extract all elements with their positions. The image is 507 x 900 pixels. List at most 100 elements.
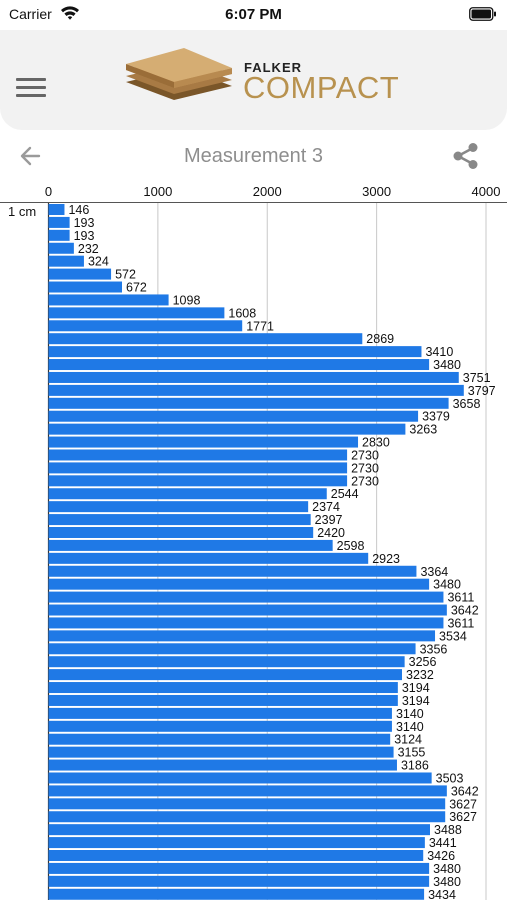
bar-value-label: 3356 (420, 642, 448, 656)
bar (48, 850, 424, 861)
bar (48, 617, 444, 629)
bar-value-label: 3379 (422, 410, 450, 424)
bar (48, 694, 398, 706)
page-title: Measurement 3 (184, 145, 323, 167)
bar-value-label: 3194 (402, 694, 430, 708)
x-tick-label: 2000 (253, 184, 282, 199)
bar-value-label: 3232 (406, 668, 434, 682)
bar-value-label: 324 (88, 255, 109, 269)
bar (48, 837, 425, 849)
bar (48, 759, 397, 771)
bar (48, 320, 243, 332)
bar (48, 514, 311, 526)
app-header: FALKER COMPACT (0, 30, 507, 130)
x-tick-label: 1000 (143, 184, 172, 199)
bar (48, 785, 447, 797)
bar (48, 333, 363, 345)
bar-value-label: 2730 (351, 461, 379, 475)
bar (48, 475, 348, 487)
navigation-bar: Measurement 3 (0, 133, 507, 179)
bar-value-label: 3263 (409, 423, 437, 437)
bar-value-label: 1608 (228, 306, 256, 320)
bar-value-label: 3441 (429, 836, 457, 850)
bar (48, 578, 430, 590)
bar (48, 501, 309, 513)
bar-value-label: 3642 (451, 784, 479, 798)
bar (48, 552, 369, 564)
bar (48, 539, 333, 551)
wifi-icon (61, 6, 79, 20)
bar (48, 204, 65, 215)
x-tick-label: 4000 (472, 184, 501, 199)
clock: 6:07 PM (225, 6, 282, 23)
bar-value-label: 146 (68, 203, 89, 217)
bar (48, 423, 406, 435)
bar (48, 720, 392, 732)
carrier-label: Carrier (9, 6, 52, 22)
bar (48, 346, 422, 358)
bar-value-label: 193 (74, 216, 95, 230)
bar (48, 229, 70, 241)
bar-value-label: 3488 (434, 823, 462, 837)
bar (48, 488, 327, 500)
bar (48, 772, 432, 784)
hamburger-menu-icon[interactable] (16, 75, 46, 99)
share-icon[interactable] (451, 141, 481, 171)
bar-value-label: 3256 (409, 655, 437, 669)
bar-value-label: 3480 (433, 862, 461, 876)
arrow-left-icon[interactable] (16, 141, 46, 171)
bar (48, 268, 112, 280)
bar-value-label: 3186 (401, 759, 429, 773)
bar-value-label: 3140 (396, 720, 424, 734)
bar-value-label: 232 (78, 242, 99, 256)
bar (48, 888, 425, 900)
bar (48, 669, 402, 681)
bar (48, 862, 430, 874)
bar (48, 527, 314, 538)
bar-value-label: 2397 (315, 513, 343, 527)
bar (48, 630, 436, 642)
bar-value-label: 3751 (463, 371, 491, 385)
bar-value-label: 3658 (453, 397, 481, 411)
bar (48, 707, 392, 719)
bar-value-label: 193 (74, 229, 95, 243)
bar-value-label: 2374 (312, 500, 340, 514)
bar-value-label: 3426 (427, 849, 455, 863)
bar-value-label: 2730 (351, 474, 379, 488)
bar-value-label: 3364 (420, 565, 448, 579)
bar-value-label: 2923 (372, 552, 400, 566)
bar-value-label: 3140 (396, 707, 424, 721)
brand-top-label: FALKER (244, 60, 302, 75)
y-row-label: 1 cm (8, 204, 36, 219)
bar (48, 216, 70, 228)
bar (48, 410, 419, 422)
bar (48, 359, 430, 371)
bar-value-label: 3480 (433, 358, 461, 372)
bar (48, 811, 446, 823)
bar-value-label: 3480 (433, 875, 461, 889)
bar (48, 875, 430, 887)
bar (48, 746, 394, 758)
bar-value-label: 3534 (439, 629, 467, 643)
bar-value-label: 1098 (173, 293, 201, 307)
bar-value-label: 2730 (351, 448, 379, 462)
bar-value-label: 2598 (337, 539, 365, 553)
bar (48, 255, 84, 267)
bar (48, 294, 169, 306)
bar-value-label: 3410 (425, 345, 453, 359)
bar-value-label: 2830 (362, 436, 390, 450)
bar-value-label: 672 (126, 281, 147, 295)
bar (48, 824, 430, 836)
bar-value-label: 572 (115, 268, 136, 282)
bar-value-label: 3611 (447, 591, 474, 605)
bar-value-label: 2869 (366, 332, 394, 346)
bar-value-label: 3124 (394, 733, 422, 747)
bar (48, 462, 348, 474)
status-bar: Carrier 6:07 PM (0, 0, 507, 30)
bar (48, 733, 391, 745)
bar-value-label: 3155 (398, 746, 426, 760)
bar-value-label: 3627 (449, 810, 477, 824)
bar-value-label: 3194 (402, 681, 430, 695)
bar (48, 436, 359, 448)
